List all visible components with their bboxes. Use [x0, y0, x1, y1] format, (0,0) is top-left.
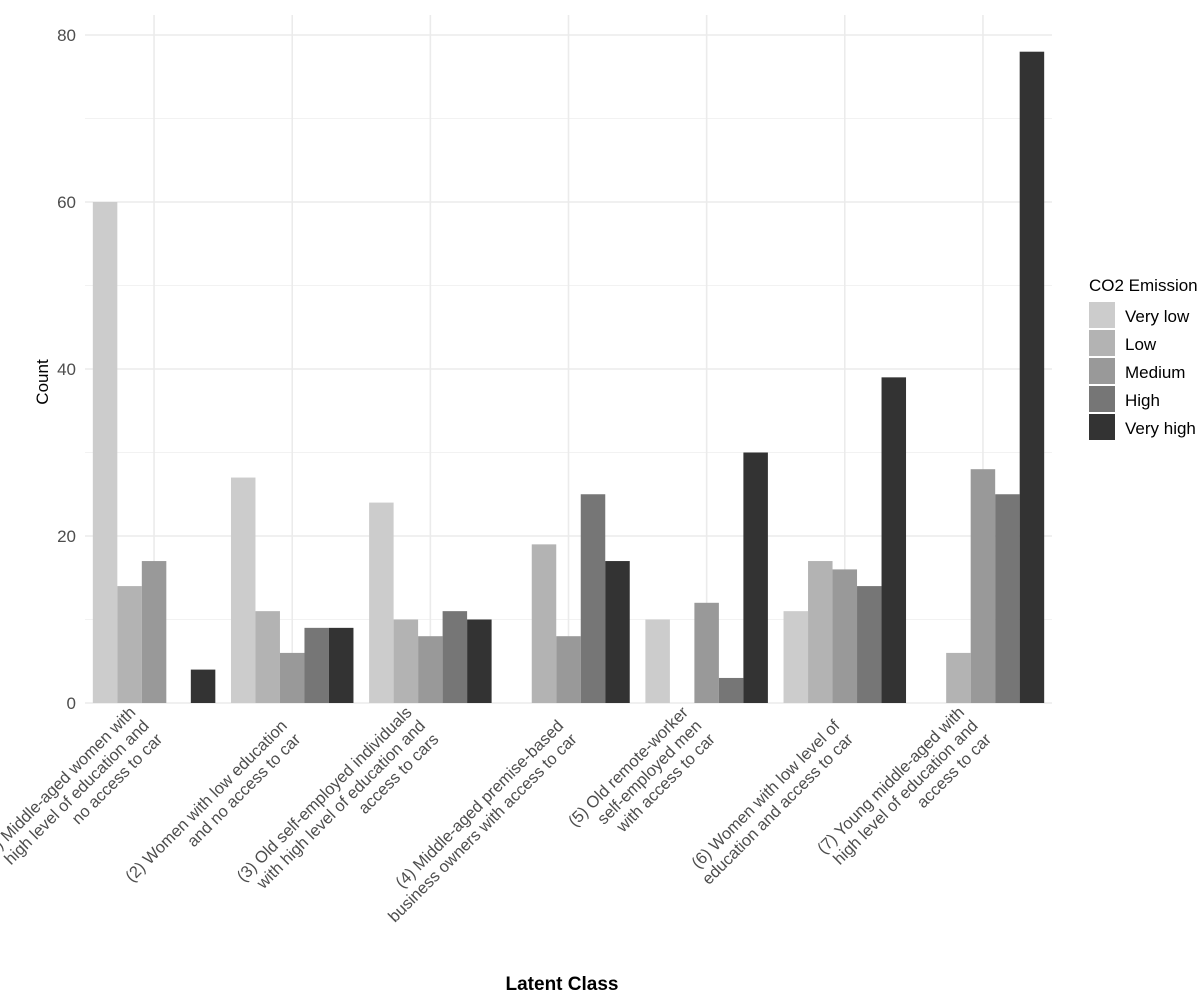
bar-medium-class-3 — [418, 636, 443, 703]
legend-key-medium — [1089, 358, 1115, 384]
y-axis-ticks: 0 20 40 60 80 — [57, 26, 76, 713]
legend-label: Very high — [1125, 419, 1196, 438]
x-tick-label-line: education and access to car — [699, 730, 857, 888]
bar-very-high-class-6 — [881, 377, 907, 703]
grid — [85, 15, 1052, 704]
legend-label: Low — [1125, 335, 1157, 354]
bar-low-class-4 — [531, 544, 557, 703]
x-tick-label-line: high level of education and — [1, 717, 153, 869]
bars — [92, 51, 1045, 703]
bar-very-high-class-5 — [743, 452, 768, 703]
bar-high-class-6 — [857, 586, 882, 703]
bar-high-class-7 — [995, 494, 1020, 703]
bar-medium-class-5 — [694, 602, 719, 703]
bar-very-low-class-5 — [645, 619, 670, 703]
legend: CO2 Emission Very low Low Medium High Very h… — [1089, 276, 1198, 440]
bar-very-high-class-2 — [328, 627, 354, 703]
legend-label: Medium — [1125, 363, 1185, 382]
y-tick-label: 20 — [57, 527, 76, 546]
x-axis-title: Latent Class — [506, 974, 619, 992]
bar-medium-class-7 — [970, 469, 996, 703]
bar-medium-class-6 — [832, 569, 858, 703]
y-tick-label: 0 — [67, 694, 76, 713]
bar-high-class-3 — [442, 611, 468, 703]
bar-very-low-class-2 — [230, 477, 256, 703]
bar-low-class-6 — [808, 561, 833, 703]
y-tick-label: 40 — [57, 360, 76, 379]
bar-very-low-class-6 — [783, 611, 809, 703]
legend-title: CO2 Emission — [1089, 276, 1198, 295]
legend-key-very-low — [1089, 302, 1115, 328]
bar-very-high-class-1 — [190, 669, 216, 703]
y-tick-label: 60 — [57, 193, 76, 212]
bar-very-low-class-3 — [369, 502, 394, 703]
legend-key-very-high — [1089, 414, 1115, 440]
y-tick-label: 80 — [57, 26, 76, 45]
bar-very-high-class-3 — [467, 619, 492, 703]
bar-high-class-5 — [718, 677, 744, 703]
y-axis-title: Count — [33, 359, 52, 405]
bar-medium-class-4 — [556, 636, 581, 703]
bar-low-class-2 — [255, 611, 280, 703]
bar-low-class-3 — [393, 619, 419, 703]
legend-key-high — [1089, 386, 1115, 412]
bar-high-class-2 — [304, 627, 329, 703]
bar-low-class-1 — [117, 586, 142, 703]
bar-medium-class-1 — [141, 561, 167, 703]
legend-key-low — [1089, 330, 1115, 356]
bar-medium-class-2 — [279, 652, 305, 703]
legend-label: Very low — [1125, 307, 1190, 326]
bar-very-high-class-7 — [1019, 51, 1045, 703]
legend-label: High — [1125, 391, 1160, 410]
bar-very-high-class-4 — [605, 561, 630, 703]
bar-very-low-class-1 — [92, 202, 118, 703]
bar-low-class-7 — [946, 652, 971, 703]
bar-high-class-4 — [580, 494, 606, 703]
